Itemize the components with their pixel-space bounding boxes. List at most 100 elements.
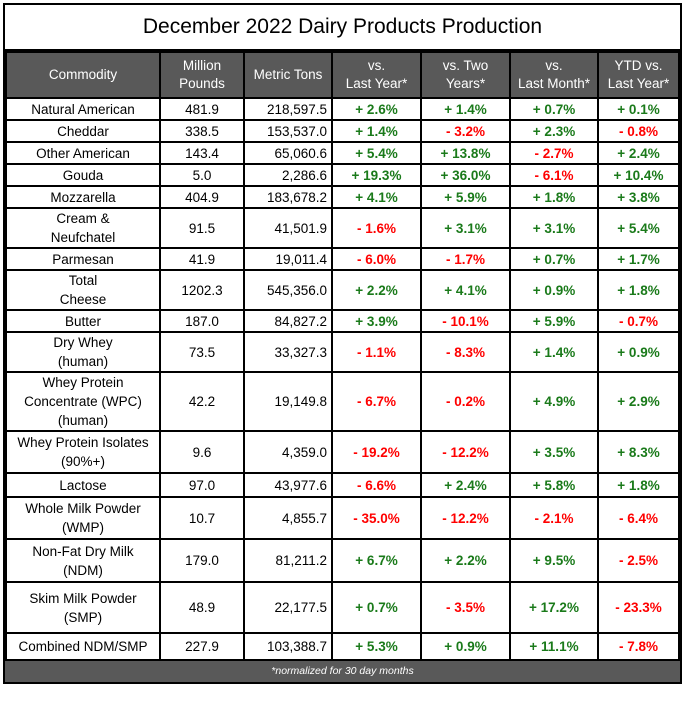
table-row: Combined NDM/SMP 227.9 103,388.7 + 5.3% + 0.… — [5, 632, 680, 661]
table-row: Cream & Neufchatel 91.5 41,501.9- 1.6% + 3.… — [5, 207, 680, 249]
vs-last-year-cell: + 1.4% — [331, 119, 422, 143]
commodity-cell: Whole Milk Powder (WMP) — [5, 496, 161, 540]
metric-tons-cell: 103,388.7 — [243, 632, 333, 661]
commodity-cell: Dry Whey (human) — [5, 331, 161, 373]
ytd-vs-last-year-cell: + 8.3% — [597, 430, 680, 474]
metric-tons-cell: 153,537.0 — [243, 119, 333, 143]
table-row: Dry Whey (human) 73.5 33,327.3- 1.1% - 8.3%… — [5, 331, 680, 373]
vs-last-year-cell: + 2.6% — [331, 97, 422, 121]
vs-last-month-cell: + 9.5% — [509, 538, 599, 583]
table-row: Non-Fat Dry Milk (NDM) 179.0 81,211.2 + 6.7… — [5, 538, 680, 583]
vs-two-years-cell: + 4.1% — [420, 269, 511, 311]
vs-two-years-cell: - 3.2% — [420, 119, 511, 143]
vs-last-month-cell: + 17.2% — [509, 581, 599, 634]
vs-two-years-cell: - 12.2% — [420, 430, 511, 474]
column-header: Million Pounds — [159, 51, 245, 99]
million-pounds-cell: 41.9 — [159, 247, 245, 271]
ytd-vs-last-year-cell: + 0.1% — [597, 97, 680, 121]
vs-two-years-cell: - 10.1% — [420, 309, 511, 333]
vs-last-month-cell: + 1.4% — [509, 331, 599, 373]
vs-two-years-cell: - 8.3% — [420, 331, 511, 373]
table-row: Skim Milk Powder (SMP) 48.9 22,177.5 + 0.7%… — [5, 581, 680, 634]
metric-tons-cell: 43,977.6 — [243, 472, 333, 498]
ytd-vs-last-year-cell: + 3.8% — [597, 185, 680, 209]
million-pounds-cell: 404.9 — [159, 185, 245, 209]
table-row: Other American 143.4 65,060.6 + 5.4% + 13.8%… — [5, 141, 680, 165]
ytd-vs-last-year-cell: - 7.8% — [597, 632, 680, 661]
million-pounds-cell: 227.9 — [159, 632, 245, 661]
vs-two-years-cell: + 13.8% — [420, 141, 511, 165]
million-pounds-cell: 91.5 — [159, 207, 245, 249]
vs-two-years-cell: + 1.4% — [420, 97, 511, 121]
vs-last-year-cell: - 19.2% — [331, 430, 422, 474]
ytd-vs-last-year-cell: + 0.9% — [597, 331, 680, 373]
commodity-cell: Whey Protein Concentrate (WPC) (human) — [5, 371, 161, 432]
table-row: Whey Protein Concentrate (WPC) (human) 42… — [5, 371, 680, 432]
million-pounds-cell: 187.0 — [159, 309, 245, 333]
commodity-cell: Non-Fat Dry Milk (NDM) — [5, 538, 161, 583]
vs-last-month-cell: + 3.5% — [509, 430, 599, 474]
vs-two-years-cell: + 2.2% — [420, 538, 511, 583]
ytd-vs-last-year-cell: + 2.9% — [597, 371, 680, 432]
column-header: Metric Tons — [243, 51, 333, 99]
vs-two-years-cell: + 3.1% — [420, 207, 511, 249]
commodity-cell: Natural American — [5, 97, 161, 121]
million-pounds-cell: 42.2 — [159, 371, 245, 432]
vs-two-years-cell: + 5.9% — [420, 185, 511, 209]
ytd-vs-last-year-cell: - 0.8% — [597, 119, 680, 143]
vs-last-month-cell: + 4.9% — [509, 371, 599, 432]
ytd-vs-last-year-cell: - 23.3% — [597, 581, 680, 634]
million-pounds-cell: 73.5 — [159, 331, 245, 373]
table-row: Parmesan 41.9 19,011.4- 6.0% - 1.7% + 0.7% + … — [5, 247, 680, 271]
ytd-vs-last-year-cell: - 6.4% — [597, 496, 680, 540]
table-row: Butter 187.0 84,827.2 + 3.9% - 10.1% + 5.9% - … — [5, 309, 680, 333]
metric-tons-cell: 183,678.2 — [243, 185, 333, 209]
vs-last-month-cell: + 0.7% — [509, 247, 599, 271]
vs-last-year-cell: - 1.1% — [331, 331, 422, 373]
ytd-vs-last-year-cell: + 5.4% — [597, 207, 680, 249]
vs-two-years-cell: + 2.4% — [420, 472, 511, 498]
ytd-vs-last-year-cell: + 1.8% — [597, 269, 680, 311]
table-row: Whey Protein Isolates (90%+) 9.6 4,359.0- … — [5, 430, 680, 474]
ytd-vs-last-year-cell: - 2.5% — [597, 538, 680, 583]
vs-last-year-cell: + 19.3% — [331, 163, 422, 187]
metric-tons-cell: 4,855.7 — [243, 496, 333, 540]
ytd-vs-last-year-cell: + 10.4% — [597, 163, 680, 187]
production-table: Commodity Million Pounds Metric Tons vs. La… — [5, 51, 680, 661]
table-row: Lactose 97.0 43,977.6- 6.6% + 2.4% + 5.8% + 1… — [5, 472, 680, 498]
commodity-cell: Other American — [5, 141, 161, 165]
vs-last-year-cell: + 4.1% — [331, 185, 422, 209]
million-pounds-cell: 97.0 — [159, 472, 245, 498]
ytd-vs-last-year-cell: + 2.4% — [597, 141, 680, 165]
commodity-cell: Mozzarella — [5, 185, 161, 209]
metric-tons-cell: 22,177.5 — [243, 581, 333, 634]
table-row: Cheddar 338.5 153,537.0 + 1.4% - 3.2% + 2.3% -… — [5, 119, 680, 143]
vs-last-month-cell: + 5.8% — [509, 472, 599, 498]
ytd-vs-last-year-cell: + 1.7% — [597, 247, 680, 271]
vs-last-year-cell: - 35.0% — [331, 496, 422, 540]
vs-last-year-cell: + 5.4% — [331, 141, 422, 165]
vs-two-years-cell: + 36.0% — [420, 163, 511, 187]
million-pounds-cell: 481.9 — [159, 97, 245, 121]
table-title: December 2022 Dairy Products Production — [5, 5, 680, 51]
million-pounds-cell: 179.0 — [159, 538, 245, 583]
vs-two-years-cell: - 3.5% — [420, 581, 511, 634]
vs-last-month-cell: + 11.1% — [509, 632, 599, 661]
vs-last-year-cell: - 1.6% — [331, 207, 422, 249]
million-pounds-cell: 5.0 — [159, 163, 245, 187]
metric-tons-cell: 33,327.3 — [243, 331, 333, 373]
metric-tons-cell: 84,827.2 — [243, 309, 333, 333]
million-pounds-cell: 10.7 — [159, 496, 245, 540]
vs-last-month-cell: - 2.7% — [509, 141, 599, 165]
table-row: Mozzarella 404.9 183,678.2 + 4.1% + 5.9% + 1.… — [5, 185, 680, 209]
commodity-cell: Cream & Neufchatel — [5, 207, 161, 249]
vs-last-month-cell: + 0.9% — [509, 269, 599, 311]
metric-tons-cell: 19,149.8 — [243, 371, 333, 432]
vs-last-year-cell: + 3.9% — [331, 309, 422, 333]
vs-last-year-cell: - 6.7% — [331, 371, 422, 432]
vs-last-year-cell: - 6.6% — [331, 472, 422, 498]
commodity-cell: Skim Milk Powder (SMP) — [5, 581, 161, 634]
metric-tons-cell: 218,597.5 — [243, 97, 333, 121]
table-row: Natural American 481.9 218,597.5 + 2.6% + 1.… — [5, 97, 680, 121]
vs-last-year-cell: + 0.7% — [331, 581, 422, 634]
